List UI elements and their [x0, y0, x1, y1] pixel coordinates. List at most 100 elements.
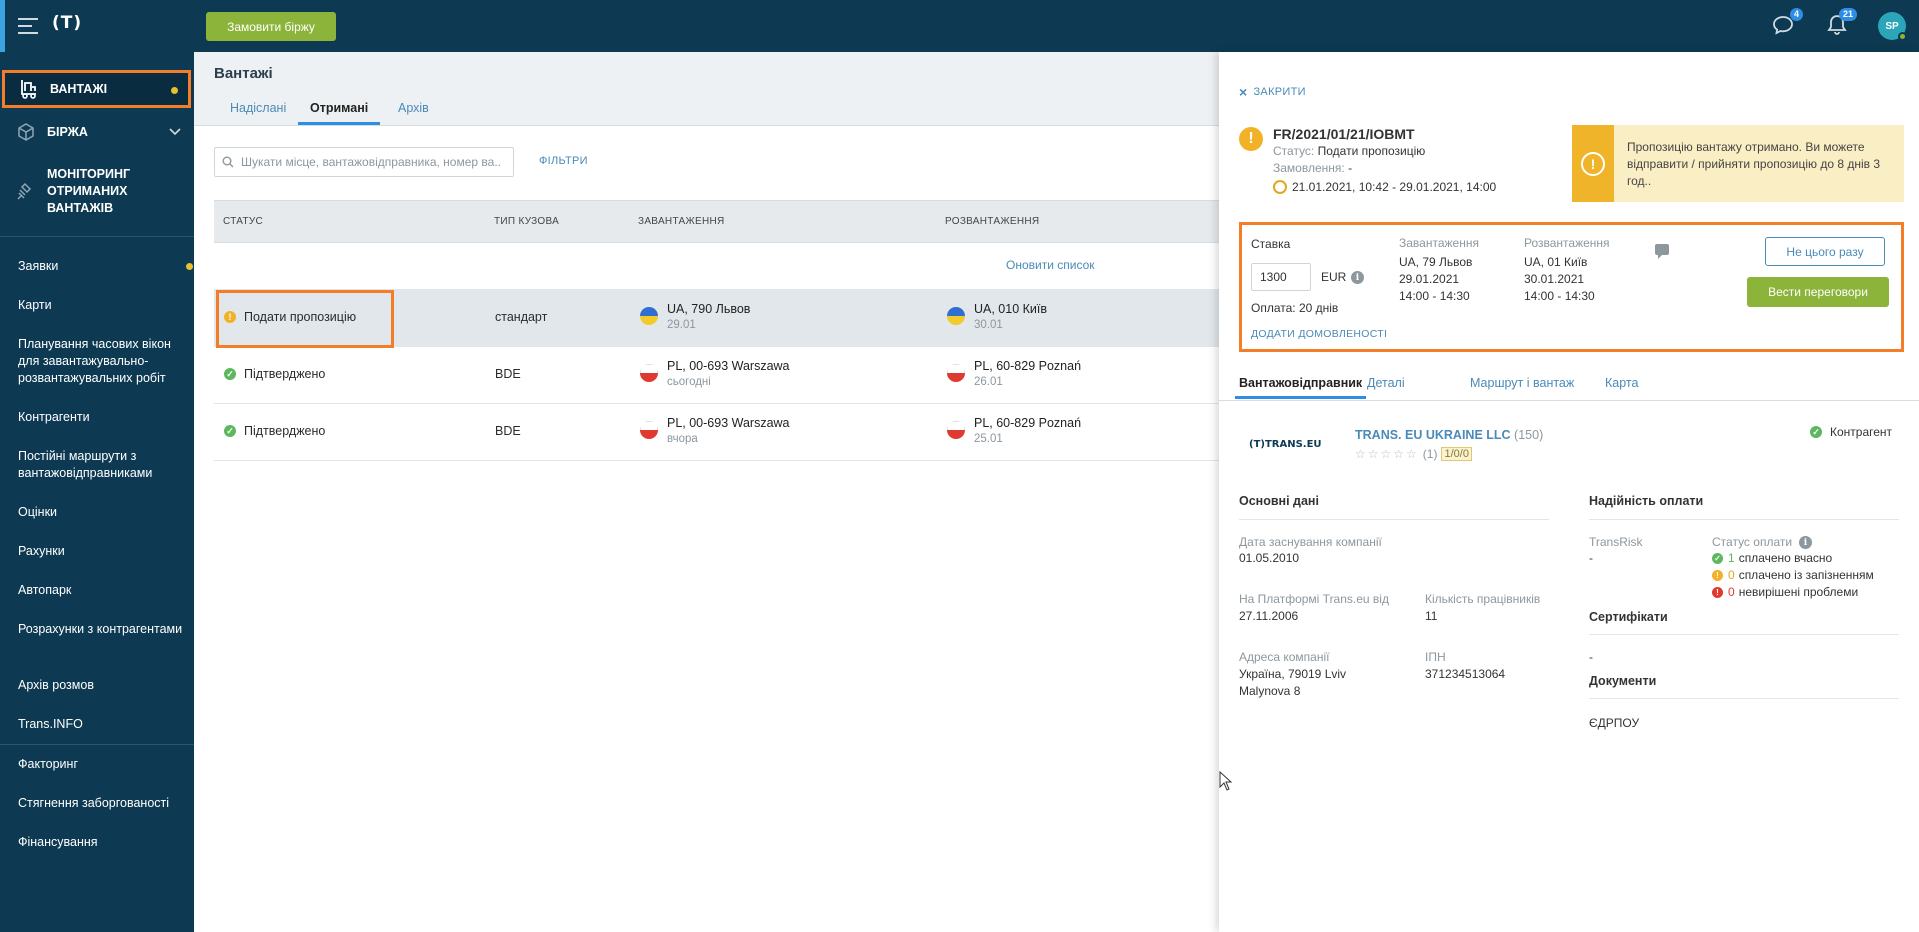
sidebar-item-contractors[interactable]: Контрагенти	[18, 410, 90, 424]
rate-label: Ставка	[1251, 237, 1291, 251]
loading-date: сьогодні	[667, 376, 711, 388]
sidebar-item-maps[interactable]: Карти	[18, 298, 52, 312]
close-label: ЗАКРИТИ	[1253, 86, 1306, 98]
notifications-button[interactable]: 21	[1825, 8, 1857, 39]
unloading-date: 30.01.2021	[1524, 272, 1585, 286]
sidebar-item-transinfo[interactable]: Trans.INFO	[18, 717, 83, 731]
check-icon: ✓	[224, 425, 236, 437]
row-status: ✓ Підтверджено	[224, 424, 325, 438]
notifications-badge: 21	[1838, 8, 1857, 21]
unloading-location: UA, 010 Київ 30.01	[947, 301, 1047, 333]
shipper-details: (T)TRANS.EU TRANS. EU UKRAINE LLC (150) …	[1219, 402, 1919, 932]
poland-flag-icon	[947, 421, 965, 439]
cargo-icon	[16, 76, 42, 102]
alert-icon: !	[1581, 151, 1605, 176]
tab-route-cargo[interactable]: Маршрут і вантаж	[1470, 376, 1575, 390]
sidebar-item-exchange[interactable]: БІРЖА	[2, 117, 191, 147]
currency-label: EUR	[1321, 270, 1347, 284]
search-box[interactable]	[214, 147, 514, 177]
sidebar-item-label: ВАНТАЖІ	[50, 81, 108, 96]
sidebar-item-invoices[interactable]: Рахунки	[18, 544, 65, 558]
tab-map[interactable]: Карта	[1605, 376, 1639, 390]
table-row[interactable]: ✓ Підтверджено BDE PL, 00-693 Warszawa вч…	[214, 404, 1219, 461]
column-header-body-type[interactable]: ТИП КУЗОВА	[494, 216, 560, 227]
tab-archive[interactable]: Архів	[398, 101, 429, 115]
sidebar-item-chat-archive[interactable]: Архів розмов	[18, 678, 94, 692]
document-item[interactable]: ЄДРПОУ	[1589, 716, 1640, 730]
column-header-status[interactable]: СТАТУС	[223, 216, 264, 227]
tab-shipper[interactable]: Вантажовідправник	[1235, 376, 1367, 399]
certificates-title: Сертифікати	[1589, 610, 1668, 624]
sidebar-item-cargo[interactable]: ВАНТАЖІ	[2, 70, 191, 108]
chat-icon	[1773, 16, 1793, 35]
tab-sent[interactable]: Надіслані	[230, 101, 287, 115]
detail-panel: × ЗАКРИТИ ! FR/2021/01/21/IOBMT Статус: …	[1219, 52, 1919, 932]
table-row[interactable]: ✓ Підтверджено BDE PL, 00-693 Warszawa сь…	[214, 347, 1219, 404]
offer-unloading: Розвантаження UA, 01 Київ 30.01.2021 14:…	[1524, 235, 1610, 305]
sidebar-item-debt-collection[interactable]: Стягнення заборгованості	[18, 796, 170, 810]
check-icon: ✓	[224, 368, 236, 380]
loading-location: UA, 790 Львов 29.01	[640, 301, 750, 333]
tab-details[interactable]: Деталі	[1367, 376, 1405, 390]
close-button[interactable]: × ЗАКРИТИ	[1239, 84, 1306, 100]
sidebar-item-factoring[interactable]: Факторинг	[18, 757, 78, 771]
decline-button[interactable]: Не цього разу	[1765, 237, 1885, 266]
avatar[interactable]: SP	[1878, 12, 1907, 41]
order-exchange-button[interactable]: Замовити біржу	[206, 12, 336, 41]
notice-bar: !	[1572, 125, 1614, 202]
sidebar-item-monitoring[interactable]: МОНІТОРИНГ ОТРИМАНИХ ВАНТАЖІВ	[2, 164, 191, 218]
loading-location: PL, 00-693 Warszawa вчора	[640, 415, 790, 447]
paid-on-time-count: 1	[1728, 551, 1735, 565]
page-title: Вантажі	[214, 65, 273, 82]
table-row[interactable]: ! Подати пропозицію стандарт UA, 790 Льв…	[214, 290, 1219, 347]
comment-icon[interactable]	[1655, 244, 1669, 259]
contractor-label: Контрагент	[1830, 425, 1893, 439]
freight-reference: FR/2021/01/21/IOBMT	[1273, 126, 1415, 142]
top-bar: (T) Замовити біржу 4 21 SP	[0, 0, 1919, 52]
platform-label: На Платформі Trans.eu від	[1239, 592, 1389, 606]
add-agreements-link[interactable]: ДОДАТИ ДОМОВЛЕНОСТІ	[1251, 328, 1388, 340]
messages-button[interactable]: 4	[1771, 8, 1803, 39]
sidebar-item-time-windows[interactable]: Планування часових вікон для завантажува…	[18, 337, 171, 385]
table-header: СТАТУС ТИП КУЗОВА ЗАВАНТАЖЕННЯ РОЗВАНТАЖ…	[214, 200, 1219, 243]
negotiate-button[interactable]: Вести переговори	[1747, 277, 1889, 307]
sidebar-item-financing[interactable]: Фінансування	[18, 835, 98, 849]
section-divider	[1589, 634, 1899, 635]
status-label: Подати пропозицію	[244, 310, 357, 324]
column-header-unloading[interactable]: РОЗВАНТАЖЕННЯ	[945, 216, 1040, 227]
rating-count: (1)	[1422, 447, 1438, 461]
sidebar-item-label: БІРЖА	[47, 124, 88, 139]
column-header-loading[interactable]: ЗАВАНТАЖЕННЯ	[638, 216, 725, 227]
sidebar-item-dot	[186, 263, 193, 270]
loading-place: PL, 00-693 Warszawa	[667, 359, 790, 373]
employees-label: Кількість працівників	[1425, 592, 1541, 606]
sidebar-item-fleet[interactable]: Автопарк	[18, 583, 72, 597]
refresh-row: Оновити список	[214, 243, 1219, 290]
filters-link[interactable]: ФІЛЬТРИ	[539, 155, 588, 167]
unloading-location: PL, 60-829 Poznań 26.01	[947, 358, 1081, 390]
unloading-date: 25.01	[974, 433, 1003, 445]
mouse-cursor-icon	[1219, 771, 1233, 791]
search-input[interactable]	[241, 155, 501, 169]
page-header: Вантажі Надіслані Отримані Архів	[194, 52, 1219, 126]
tab-received[interactable]: Отримані	[298, 101, 381, 125]
logo[interactable]: (T)	[52, 13, 83, 33]
unloading-title: Розвантаження	[1524, 236, 1610, 250]
avatar-initials: SP	[1885, 20, 1899, 32]
loading-time: 14:00 - 14:30	[1399, 289, 1470, 303]
transrisk-value: -	[1589, 551, 1593, 565]
error-icon: !	[1712, 586, 1723, 598]
info-icon[interactable]: i	[1351, 271, 1364, 284]
sidebar-item-requests[interactable]: Заявки	[18, 258, 193, 275]
search-icon	[215, 147, 241, 177]
sidebar-item-settlements[interactable]: Розрахунки з контрагентами	[18, 622, 183, 636]
refresh-list-link[interactable]: Оновити список	[1006, 258, 1095, 272]
info-icon[interactable]: i	[1799, 536, 1812, 549]
menu-icon[interactable]	[18, 18, 38, 34]
status-line: Статус: Подати пропозицію	[1273, 144, 1425, 158]
unloading-time: 14:00 - 14:30	[1524, 289, 1595, 303]
rate-input[interactable]: 1300	[1251, 263, 1311, 291]
sidebar-item-ratings[interactable]: Оцінки	[18, 505, 58, 519]
sidebar-item-routes[interactable]: Постійні маршрути з вантажовідправниками	[18, 449, 153, 480]
company-name-link[interactable]: TRANS. EU UKRAINE LLC (150)	[1355, 428, 1543, 442]
